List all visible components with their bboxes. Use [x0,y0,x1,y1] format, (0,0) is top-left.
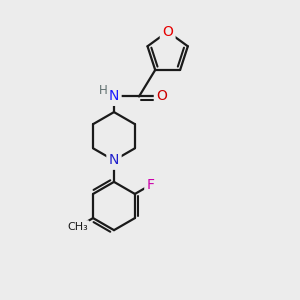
Text: O: O [156,89,167,103]
Text: H: H [98,83,107,97]
Text: O: O [162,25,173,39]
Text: CH₃: CH₃ [67,222,88,232]
Text: F: F [147,178,155,192]
Text: N: N [109,89,119,103]
Text: N: N [109,153,119,167]
